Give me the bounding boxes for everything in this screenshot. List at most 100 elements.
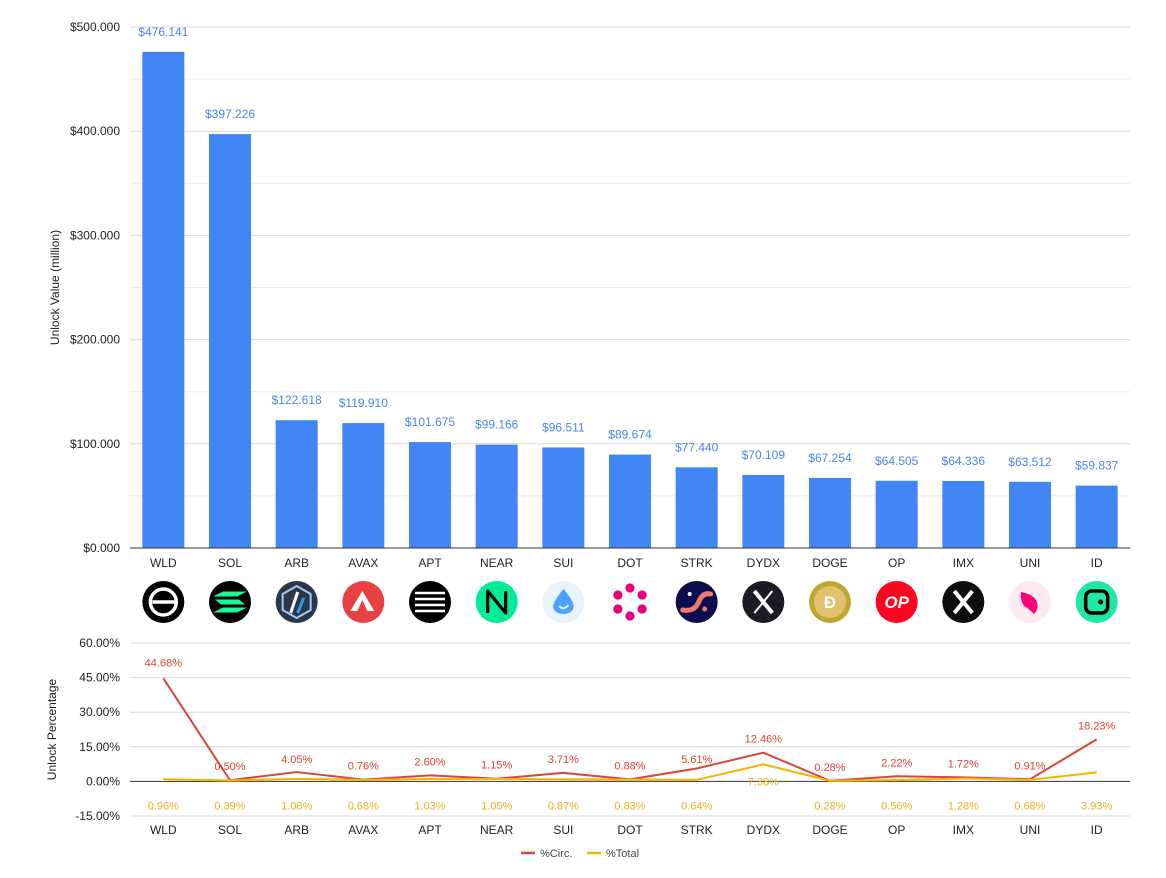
icon-drop bbox=[553, 589, 574, 614]
x-tick-label: SUI bbox=[553, 823, 573, 837]
aptos-icon bbox=[409, 581, 451, 623]
circ-data-label: 2.22% bbox=[881, 757, 912, 769]
space-id-icon bbox=[1075, 581, 1118, 623]
y-tick-label: $0.000 bbox=[83, 541, 120, 555]
circ-data-label: 0.76% bbox=[348, 761, 379, 773]
icon-dot bbox=[702, 606, 708, 612]
icon-hex bbox=[281, 584, 312, 620]
circ-data-label: 12.46% bbox=[745, 734, 783, 746]
bar-data-label: $64.336 bbox=[942, 454, 986, 468]
circ-data-label: 3.71% bbox=[548, 754, 579, 766]
x-tick-label: DOGE bbox=[812, 556, 847, 570]
icon-stripe bbox=[213, 607, 247, 613]
icon-stroke bbox=[296, 597, 306, 614]
circ-data-label: 18.23% bbox=[1078, 720, 1116, 732]
icon-unicorn bbox=[1020, 592, 1038, 614]
arbitrum-icon bbox=[275, 581, 318, 623]
x-tick-label: AVAX bbox=[348, 823, 378, 837]
x-tick-label: ID bbox=[1091, 556, 1103, 570]
icon-x-stroke bbox=[952, 589, 974, 615]
x-tick-label: SUI bbox=[553, 556, 573, 570]
total-data-label: 0.64% bbox=[681, 800, 712, 812]
x-tick-label: ID bbox=[1091, 823, 1103, 837]
icon-dot bbox=[637, 604, 647, 614]
y-tick-label: $100.000 bbox=[70, 437, 120, 451]
bar-apt bbox=[409, 442, 451, 548]
y-tick-label: 30.00% bbox=[79, 705, 120, 719]
bar-dot bbox=[609, 454, 651, 548]
unlock-value-bar-chart: $0.000 $100.000 $200.000 $300.000 $400.000 $5… bbox=[48, 20, 1130, 570]
bar-wld bbox=[142, 51, 185, 548]
bar-strk bbox=[675, 467, 718, 548]
dydx-icon bbox=[742, 581, 785, 623]
bar-near bbox=[475, 444, 518, 548]
icon-glyph: Ð bbox=[824, 593, 836, 612]
icon-x-stroke bbox=[753, 590, 774, 614]
bar-sol bbox=[209, 134, 251, 548]
starknet-icon bbox=[675, 581, 718, 623]
x-tick-label: APT bbox=[418, 823, 442, 837]
bar-data-label: $96.511 bbox=[542, 420, 585, 434]
icon-dot bbox=[1098, 599, 1104, 605]
icon-dot bbox=[613, 604, 623, 614]
x-tick-label: ARB bbox=[284, 823, 309, 837]
total-data-label: 0.96% bbox=[148, 800, 179, 812]
x-tick-label: UNI bbox=[1020, 556, 1041, 570]
x-tick-label: NEAR bbox=[480, 556, 514, 570]
bar-data-label: $64.505 bbox=[875, 454, 919, 468]
bar-avax bbox=[342, 423, 385, 548]
x-tick-label: WLD bbox=[150, 823, 177, 837]
sui-icon bbox=[542, 581, 585, 623]
x-tick-label: SOL bbox=[218, 823, 242, 837]
bar-doge bbox=[809, 477, 851, 548]
icon-inner bbox=[814, 586, 846, 618]
bar-data-label: $122.618 bbox=[272, 393, 322, 407]
x-tick-label: NEAR bbox=[480, 823, 514, 837]
legend: %Circ. %Total bbox=[521, 848, 639, 860]
icon-square bbox=[1083, 589, 1110, 615]
x-tick-label: AVAX bbox=[348, 556, 378, 570]
x-tick-label: DYDX bbox=[747, 823, 780, 837]
icon-stripe bbox=[213, 591, 247, 597]
total-data-label: 0.68% bbox=[1014, 800, 1045, 812]
x-tick-label: UNI bbox=[1020, 823, 1041, 837]
icon-notch bbox=[357, 600, 368, 611]
total-data-label: 1.05% bbox=[481, 800, 512, 812]
total-data-label: 0.39% bbox=[214, 800, 245, 812]
total-data-label: 0.83% bbox=[614, 800, 645, 812]
y-tick-label: 15.00% bbox=[79, 740, 120, 754]
icon-disc bbox=[409, 581, 451, 623]
near-icon bbox=[475, 581, 518, 623]
icon-dot bbox=[625, 611, 635, 621]
bar-sui bbox=[542, 447, 585, 548]
immutable-x-icon bbox=[942, 581, 985, 623]
x-tick-label: DOGE bbox=[812, 823, 847, 837]
circ-data-label: 0.50% bbox=[214, 761, 245, 773]
optimism-icon: OP bbox=[875, 581, 918, 623]
circ-data-label: 44.68% bbox=[145, 657, 183, 669]
bar-data-label: $397.226 bbox=[205, 107, 255, 121]
bar-id bbox=[1075, 485, 1118, 548]
y-tick-label: $400.000 bbox=[70, 124, 120, 138]
bar-data-label: $70.109 bbox=[742, 448, 786, 462]
bar-data-label: $119.910 bbox=[339, 396, 388, 410]
total-data-label: 1.28% bbox=[948, 800, 979, 812]
circ-data-label: 5.61% bbox=[681, 754, 712, 766]
x-tick-label: STRK bbox=[681, 823, 713, 837]
bar-data-label: $67.254 bbox=[808, 451, 852, 465]
bar-imx bbox=[942, 480, 985, 548]
legend-label-total: %Total bbox=[606, 848, 639, 860]
legend-label-circ: %Circ. bbox=[540, 848, 572, 860]
circ-data-label: 1.15% bbox=[481, 760, 512, 772]
icon-disc bbox=[875, 581, 918, 623]
x-tick-label: DYDX bbox=[747, 556, 780, 570]
icon-star bbox=[687, 592, 692, 596]
icon-drop-line bbox=[558, 604, 570, 610]
icon-dot bbox=[637, 590, 647, 600]
circ-data-label: 2.60% bbox=[414, 756, 445, 768]
x-tick-label: IMX bbox=[953, 823, 974, 837]
circ-data-label: 1.72% bbox=[948, 758, 979, 770]
icon-dot bbox=[613, 590, 623, 600]
